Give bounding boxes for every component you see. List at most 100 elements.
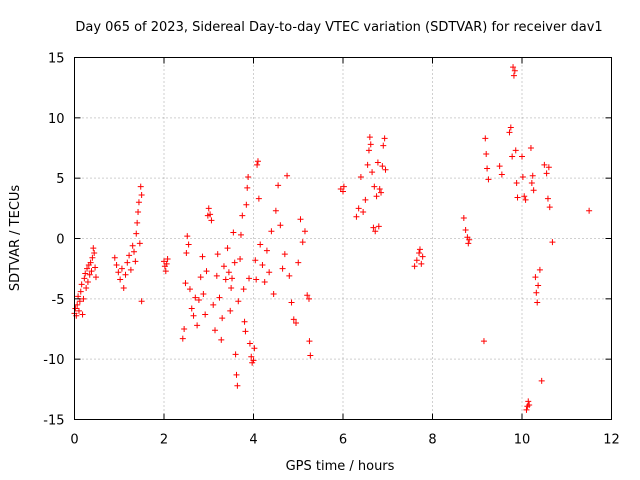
- data-point: [416, 249, 423, 256]
- data-point: [135, 208, 142, 215]
- data-point: [549, 239, 556, 246]
- data-point: [297, 216, 304, 223]
- data-point: [241, 318, 248, 325]
- data-point: [72, 305, 79, 312]
- data-point: [513, 179, 520, 186]
- data-point: [521, 193, 528, 200]
- data-point: [199, 253, 206, 260]
- data-point: [266, 269, 273, 276]
- data-point: [240, 286, 247, 293]
- x-tick-label: 12: [603, 433, 620, 448]
- data-point: [216, 294, 223, 301]
- data-point: [510, 72, 517, 79]
- data-point: [253, 276, 260, 283]
- x-tick-label: 8: [428, 433, 436, 448]
- data-point: [525, 398, 532, 405]
- data-point: [131, 248, 138, 255]
- data-point: [411, 263, 418, 270]
- data-point: [268, 228, 275, 235]
- data-point: [413, 257, 420, 264]
- data-point: [232, 351, 239, 358]
- data-point: [113, 262, 120, 269]
- data-point: [304, 292, 311, 299]
- data-point: [507, 124, 514, 131]
- data-point: [181, 326, 188, 332]
- data-point: [126, 252, 133, 259]
- data-point: [275, 182, 282, 189]
- data-point: [355, 205, 362, 212]
- data-point: [532, 274, 539, 281]
- data-point: [129, 242, 136, 249]
- data-point: [512, 147, 519, 154]
- data-point: [506, 129, 513, 136]
- data-point: [367, 141, 374, 148]
- data-point: [418, 260, 425, 267]
- data-point: [79, 311, 86, 318]
- data-point: [197, 274, 204, 281]
- data-point: [92, 264, 99, 271]
- data-point: [257, 241, 264, 248]
- data-point: [225, 269, 232, 276]
- data-point: [214, 251, 221, 258]
- data-point: [281, 251, 288, 258]
- data-point: [246, 275, 253, 282]
- data-point: [526, 402, 533, 409]
- data-point: [290, 316, 297, 323]
- data-point: [111, 254, 118, 261]
- data-point: [362, 196, 369, 203]
- data-point: [137, 183, 144, 190]
- x-tick-label: 10: [514, 433, 531, 448]
- data-point: [370, 224, 377, 231]
- data-point: [538, 377, 545, 384]
- data-point: [243, 201, 250, 208]
- chart-title: Day 065 of 2023, Sidereal Day-to-day VTE…: [75, 20, 602, 35]
- data-point: [200, 291, 207, 298]
- data-point: [222, 276, 229, 283]
- data-point: [484, 165, 491, 172]
- data-point: [360, 208, 367, 215]
- data-point: [248, 353, 255, 360]
- data-point: [533, 289, 540, 296]
- data-point: [245, 173, 252, 180]
- data-point: [527, 145, 534, 151]
- data-point: [301, 228, 308, 235]
- data-point: [366, 134, 373, 141]
- data-point: [295, 259, 302, 266]
- data-point: [84, 265, 91, 272]
- y-tick-label: -15: [43, 414, 64, 429]
- data-point: [483, 151, 490, 158]
- data-point: [364, 161, 371, 168]
- data-point: [136, 240, 143, 247]
- grid-lines: [74, 57, 612, 420]
- x-tick-label: 0: [70, 433, 78, 448]
- data-point: [536, 266, 543, 273]
- data-point: [307, 352, 314, 359]
- data-point: [237, 231, 244, 238]
- y-tick-label: 10: [48, 112, 65, 127]
- data-point: [133, 230, 140, 237]
- data-point: [306, 338, 313, 345]
- data-point: [92, 274, 99, 281]
- data-point: [586, 207, 593, 214]
- data-point: [75, 307, 82, 314]
- data-point: [229, 275, 236, 282]
- data-point: [374, 159, 381, 166]
- y-tick-label: -5: [52, 293, 65, 308]
- data-point: [230, 229, 237, 236]
- data-point: [369, 169, 376, 176]
- data-point: [207, 211, 214, 218]
- data-point: [259, 262, 266, 269]
- data-point: [375, 223, 382, 230]
- data-point: [263, 247, 270, 254]
- data-point: [523, 406, 530, 413]
- data-point: [480, 338, 487, 345]
- data-point: [541, 161, 548, 168]
- data-point: [118, 265, 125, 272]
- data-point: [543, 170, 550, 177]
- data-point: [195, 297, 202, 304]
- data-point: [190, 312, 197, 319]
- data-point: [373, 193, 380, 200]
- y-tick-label: 15: [48, 52, 65, 67]
- x-axis-ticks: 0 2 4 6 8 10 12: [70, 57, 620, 448]
- data-point: [138, 192, 145, 199]
